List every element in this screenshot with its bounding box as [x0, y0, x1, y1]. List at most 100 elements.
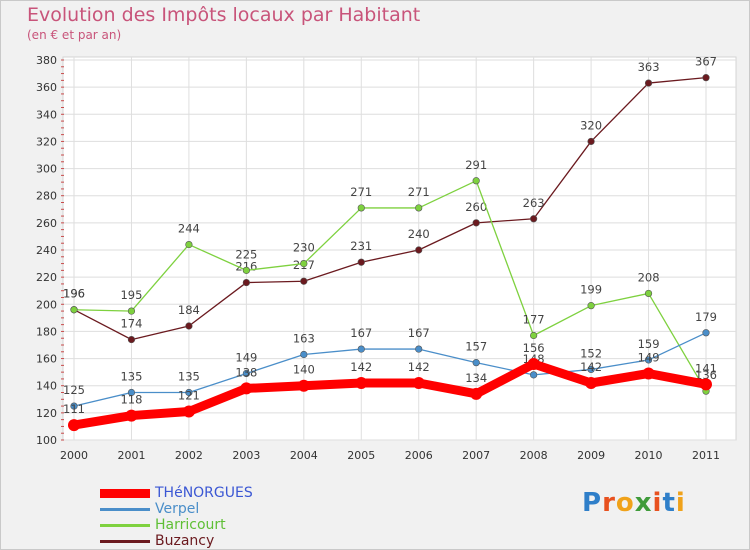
data-point [585, 377, 598, 389]
legend-label-thenorgues: THéNORGUES [155, 485, 253, 501]
data-point [127, 307, 136, 315]
legend-swatch-thenorgues [100, 489, 150, 498]
data-point [185, 322, 193, 330]
data-label: 230 [293, 241, 315, 255]
data-label: 111 [63, 402, 85, 416]
logo-letter: r [602, 488, 616, 518]
chart-legend: THéNORGUES Verpel Harricourt Buzancy [100, 485, 300, 549]
data-label: 167 [408, 326, 430, 340]
y-tick-label: 320 [36, 135, 57, 148]
y-tick-label: 240 [36, 244, 57, 257]
y-tick-label: 220 [36, 271, 57, 284]
data-point [587, 302, 595, 310]
x-tick-label: 2003 [232, 449, 260, 462]
data-point [185, 388, 193, 397]
data-label: 179 [695, 310, 717, 324]
data-point [472, 359, 480, 367]
data-point [527, 358, 540, 370]
data-point [300, 277, 308, 285]
y-tick-label: 160 [36, 353, 57, 366]
legend-swatch-buzancy [100, 540, 150, 543]
data-label: 136 [695, 368, 717, 382]
data-point [415, 246, 423, 254]
data-point [242, 278, 250, 287]
data-label: 140 [293, 363, 315, 377]
series-line-buzancy [73, 76, 707, 341]
data-label: 260 [465, 200, 487, 214]
y-tick-label: 120 [36, 407, 57, 420]
data-point [530, 371, 538, 379]
data-label: 156 [523, 341, 545, 355]
logo-letter: t [662, 488, 676, 518]
legend-label-verpel: Verpel [155, 501, 200, 517]
data-label: 231 [350, 239, 372, 253]
data-point [300, 350, 308, 359]
x-tick-label: 2006 [405, 449, 433, 462]
data-label: 291 [465, 158, 487, 172]
data-point [297, 379, 310, 392]
data-point [644, 79, 653, 87]
x-tick-label: 2009 [577, 449, 605, 462]
logo-letter: o [615, 488, 635, 518]
data-label: 121 [178, 389, 200, 403]
y-tick-label: 200 [36, 298, 57, 311]
data-label: 134 [465, 371, 487, 385]
legend-item-harricourt: Harricourt [100, 517, 300, 533]
proxiti-logo: Proxiti [582, 488, 686, 518]
data-point [472, 177, 480, 185]
y-tick-label: 300 [36, 163, 57, 176]
data-point [70, 402, 78, 410]
data-point [240, 382, 253, 395]
data-point [357, 258, 365, 266]
data-label: 174 [120, 317, 142, 331]
y-tick-label: 180 [36, 325, 57, 338]
data-point [127, 388, 136, 397]
data-point [185, 240, 193, 249]
data-label: 142 [408, 360, 430, 374]
data-point [300, 259, 308, 268]
legend-item-thenorgues: THéNORGUES [100, 485, 300, 501]
data-label: 167 [350, 326, 372, 340]
data-point [242, 266, 250, 274]
x-tick-label: 2002 [175, 449, 203, 462]
data-label: 163 [293, 332, 315, 346]
data-label: 152 [580, 346, 602, 360]
data-point [415, 204, 423, 212]
logo-letter: i [652, 488, 663, 518]
data-point [242, 369, 250, 378]
data-point [644, 289, 653, 298]
data-label: 138 [235, 365, 257, 379]
y-tick-label: 140 [36, 380, 57, 393]
x-tick-label: 2011 [692, 449, 720, 462]
series-line-verpel [73, 332, 707, 407]
data-label: 320 [580, 118, 602, 132]
data-point [70, 306, 78, 314]
data-point [530, 331, 538, 340]
data-label: 135 [178, 370, 200, 384]
data-point [470, 387, 483, 400]
x-tick-label: 2007 [462, 449, 490, 462]
data-label: 118 [120, 393, 142, 407]
data-label: 195 [120, 288, 142, 302]
data-point [530, 215, 538, 223]
data-point [472, 219, 480, 227]
data-point [357, 204, 365, 212]
legend-swatch-harricourt [100, 524, 150, 527]
legend-label-harricourt: Harricourt [155, 517, 226, 533]
logo-letter: P [582, 488, 603, 518]
data-point [587, 365, 595, 374]
legend-item-verpel: Verpel [100, 501, 300, 517]
data-point [644, 356, 653, 364]
x-tick-label: 2004 [290, 449, 318, 462]
data-point [412, 377, 425, 389]
data-label: 159 [638, 337, 660, 351]
chart-title: Evolution des Impôts locaux par Habitant [27, 4, 421, 26]
y-tick-label: 360 [36, 81, 57, 94]
y-tick-label: 380 [36, 54, 57, 67]
y-tick-label: 280 [36, 190, 57, 203]
data-point [127, 335, 136, 344]
data-point [415, 345, 423, 353]
y-tick-label: 260 [36, 217, 57, 230]
data-point [642, 367, 655, 380]
